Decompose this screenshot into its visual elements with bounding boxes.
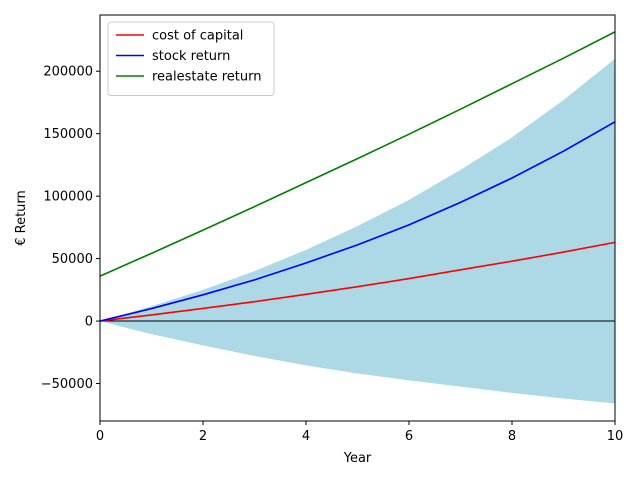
legend-label: cost of capital xyxy=(152,29,243,44)
y-axis-label: € Return xyxy=(14,190,29,246)
x-tick-label: 2 xyxy=(199,429,207,444)
legend-items: cost of capital stock return realestate re… xyxy=(116,29,261,85)
y-tick-label: 100000 xyxy=(43,190,93,205)
y-axis-ticks: −50000 0 50000 100000 150000 200000 xyxy=(41,65,100,392)
plot-area-frame xyxy=(99,14,616,422)
x-tick-label: 10 xyxy=(607,429,624,444)
y-tick-label: −50000 xyxy=(41,377,93,392)
x-tick-label: 0 xyxy=(96,429,104,444)
x-tick-label: 8 xyxy=(508,429,516,444)
x-tick-label: 4 xyxy=(302,429,310,444)
confidence-band xyxy=(100,58,615,404)
legend-label: stock return xyxy=(152,49,230,64)
legend: cost of capital stock return realestate re… xyxy=(107,21,275,96)
series-layer xyxy=(99,31,616,322)
x-axis-label: Year xyxy=(343,451,372,466)
y-tick-label: 150000 xyxy=(43,127,93,142)
y-tick-label: 0 xyxy=(85,315,93,330)
series-line-realestate-return xyxy=(99,31,616,277)
y-tick-label: 200000 xyxy=(43,65,93,80)
legend-label: realestate return xyxy=(152,70,261,85)
series-line-stock-return xyxy=(99,121,616,322)
confidence-band-layer xyxy=(100,58,615,404)
y-tick-label: 50000 xyxy=(52,252,93,267)
legend-box xyxy=(107,21,275,96)
series-line-cost-of-capital xyxy=(99,241,616,322)
x-tick-label: 6 xyxy=(405,429,413,444)
x-axis-ticks: 0 2 4 6 8 10 xyxy=(96,421,623,444)
